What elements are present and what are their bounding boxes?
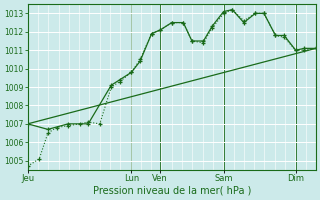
X-axis label: Pression niveau de la mer( hPa ): Pression niveau de la mer( hPa ): [92, 186, 251, 196]
